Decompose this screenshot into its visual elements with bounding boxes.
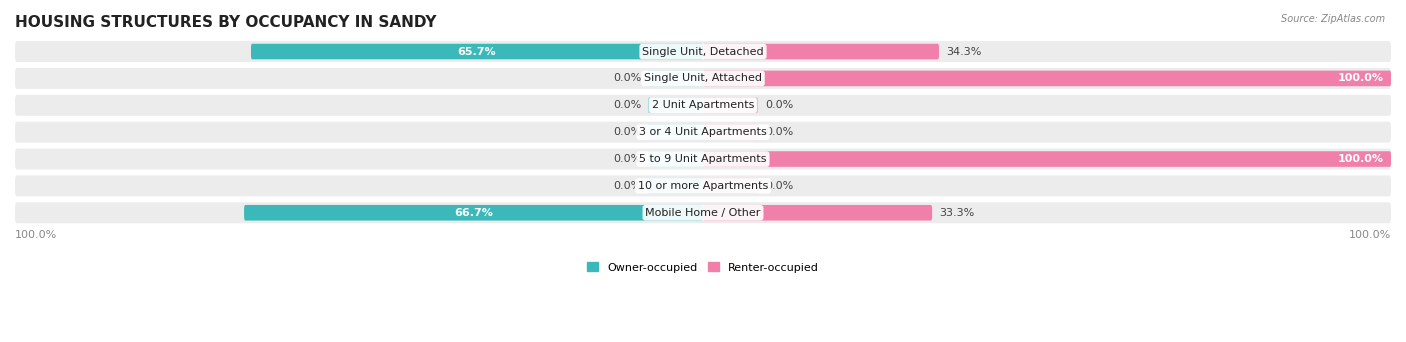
FancyBboxPatch shape: [15, 175, 1391, 196]
FancyBboxPatch shape: [703, 124, 758, 140]
FancyBboxPatch shape: [703, 44, 939, 60]
Text: 100.0%: 100.0%: [15, 230, 58, 240]
Text: Single Unit, Attached: Single Unit, Attached: [644, 74, 762, 83]
FancyBboxPatch shape: [252, 44, 703, 60]
FancyBboxPatch shape: [15, 148, 1391, 170]
Text: 100.0%: 100.0%: [1339, 154, 1384, 164]
Text: 3 or 4 Unit Apartments: 3 or 4 Unit Apartments: [640, 127, 766, 137]
Text: 0.0%: 0.0%: [613, 127, 641, 137]
Text: Single Unit, Detached: Single Unit, Detached: [643, 47, 763, 56]
FancyBboxPatch shape: [703, 70, 1391, 86]
FancyBboxPatch shape: [703, 151, 1391, 167]
Text: 0.0%: 0.0%: [613, 181, 641, 191]
Text: Mobile Home / Other: Mobile Home / Other: [645, 208, 761, 218]
Text: 100.0%: 100.0%: [1339, 74, 1384, 83]
Text: 34.3%: 34.3%: [946, 47, 981, 56]
FancyBboxPatch shape: [648, 151, 703, 167]
FancyBboxPatch shape: [15, 202, 1391, 223]
FancyBboxPatch shape: [648, 178, 703, 194]
FancyBboxPatch shape: [703, 97, 758, 113]
Text: 0.0%: 0.0%: [765, 127, 793, 137]
Text: 0.0%: 0.0%: [613, 100, 641, 110]
Text: 0.0%: 0.0%: [613, 74, 641, 83]
Text: 33.3%: 33.3%: [939, 208, 974, 218]
FancyBboxPatch shape: [703, 205, 932, 221]
Text: 0.0%: 0.0%: [765, 181, 793, 191]
FancyBboxPatch shape: [648, 97, 703, 113]
Legend: Owner-occupied, Renter-occupied: Owner-occupied, Renter-occupied: [582, 258, 824, 277]
Text: 66.7%: 66.7%: [454, 208, 494, 218]
FancyBboxPatch shape: [648, 70, 703, 86]
FancyBboxPatch shape: [15, 95, 1391, 116]
FancyBboxPatch shape: [245, 205, 703, 221]
Text: 100.0%: 100.0%: [1348, 230, 1391, 240]
Text: HOUSING STRUCTURES BY OCCUPANCY IN SANDY: HOUSING STRUCTURES BY OCCUPANCY IN SANDY: [15, 15, 436, 30]
Text: Source: ZipAtlas.com: Source: ZipAtlas.com: [1281, 14, 1385, 24]
Text: 5 to 9 Unit Apartments: 5 to 9 Unit Apartments: [640, 154, 766, 164]
FancyBboxPatch shape: [703, 178, 758, 194]
Text: 2 Unit Apartments: 2 Unit Apartments: [652, 100, 754, 110]
Text: 65.7%: 65.7%: [458, 47, 496, 56]
Text: 0.0%: 0.0%: [765, 100, 793, 110]
FancyBboxPatch shape: [15, 68, 1391, 89]
FancyBboxPatch shape: [15, 122, 1391, 143]
FancyBboxPatch shape: [15, 41, 1391, 62]
Text: 0.0%: 0.0%: [613, 154, 641, 164]
Text: 10 or more Apartments: 10 or more Apartments: [638, 181, 768, 191]
FancyBboxPatch shape: [648, 124, 703, 140]
